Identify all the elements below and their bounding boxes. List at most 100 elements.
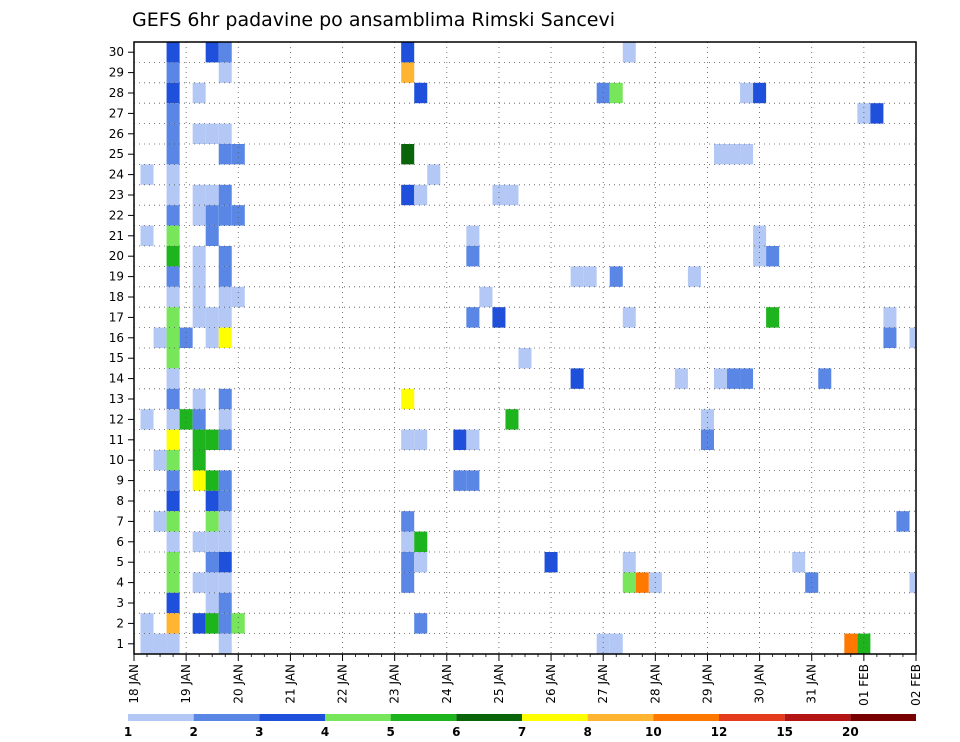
heatmap-cell: [218, 42, 232, 63]
heatmap-cell: [713, 368, 728, 389]
heatmap-cell: [166, 531, 180, 552]
heatmap-cell: [205, 592, 219, 614]
heatmap-cell: [857, 103, 871, 124]
x-tick-label: 18 JAN: [127, 664, 141, 704]
y-tick-label: 9: [116, 474, 124, 488]
heatmap-cell: [192, 286, 206, 308]
heatmap-cell: [192, 184, 206, 206]
x-tick-label: 31 JAN: [805, 664, 819, 704]
heatmap-cell: [753, 246, 767, 267]
heatmap-cell: [218, 470, 232, 491]
x-tick-label: 23 JAN: [388, 664, 402, 704]
heatmap-cell: [166, 246, 180, 267]
heatmap-cell: [192, 123, 206, 144]
heatmap-cell: [166, 572, 180, 593]
heatmap-cell: [218, 552, 232, 573]
heatmap-cell: [570, 266, 584, 287]
heatmap-cell: [166, 552, 180, 573]
heatmap-cell: [166, 450, 180, 471]
heatmap-cell: [166, 164, 180, 185]
heatmap-cell: [401, 511, 415, 532]
heatmap-cell: [466, 307, 480, 328]
heatmap-cell: [218, 388, 232, 410]
y-tick-label: 1: [116, 637, 124, 651]
heatmap-cell: [166, 62, 180, 83]
legend-swatch: [456, 714, 522, 721]
x-tick-label: 20 JAN: [231, 664, 245, 704]
y-tick-label: 11: [109, 433, 124, 447]
heatmap-cell: [205, 184, 219, 206]
x-tick-label: 28 JAN: [648, 664, 662, 704]
y-tick-label: 17: [109, 310, 124, 324]
y-tick-label: 24: [109, 168, 124, 182]
y-tick-label: 20: [109, 249, 124, 263]
heatmap-cell: [205, 205, 219, 226]
heatmap-cell: [401, 429, 415, 450]
heatmap-cell: [218, 572, 232, 593]
heatmap-cell: [727, 144, 741, 165]
heatmap-cell: [218, 266, 232, 287]
heatmap-cell: [218, 327, 232, 348]
heatmap-cell: [218, 62, 232, 83]
heatmap-cell: [453, 429, 467, 450]
legend-label: 1: [124, 725, 132, 739]
heatmap-cell: [192, 450, 206, 471]
heatmap-cell: [192, 429, 206, 450]
heatmap-cell: [609, 266, 623, 287]
heatmap-cell: [700, 409, 714, 430]
heatmap-cell: [674, 368, 688, 389]
heatmap-cell: [414, 429, 428, 450]
heatmap-cell: [453, 470, 467, 491]
y-tick-label: 21: [109, 229, 124, 243]
heatmap-cell: [740, 144, 754, 165]
heatmap-cell: [518, 348, 532, 369]
legend-label: 15: [776, 725, 793, 739]
heatmap-cell: [753, 225, 767, 246]
heatmap-cell: [218, 613, 232, 634]
heatmap-cell: [231, 205, 245, 226]
heatmap-cell: [179, 409, 193, 430]
legend-swatch: [193, 714, 260, 721]
heatmap-cell: [205, 490, 219, 512]
x-tick-label: 22 JAN: [336, 664, 350, 704]
legend-label: 20: [842, 725, 859, 739]
legend-label: 3: [255, 725, 263, 739]
heatmap-cell: [622, 572, 636, 593]
heatmap-cell: [153, 327, 167, 348]
heatmap-cell: [466, 225, 480, 246]
legend-swatch: [128, 714, 194, 721]
heatmap-cell: [166, 429, 180, 450]
heatmap-cell: [218, 490, 232, 512]
y-tick-label: 16: [109, 331, 124, 345]
heatmap-cell: [883, 327, 897, 348]
heatmap-cell: [414, 82, 428, 104]
heatmap-cell: [166, 388, 180, 410]
heatmap-cell: [596, 633, 610, 654]
x-tick-label: 21 JAN: [283, 664, 297, 704]
y-tick-label: 7: [116, 514, 124, 528]
heatmap-cell: [205, 123, 219, 144]
heatmap-cell: [205, 225, 219, 246]
y-tick-label: 22: [109, 208, 124, 222]
heatmap-cell: [166, 103, 180, 124]
heatmap-cell: [401, 62, 415, 83]
y-tick-label: 25: [109, 147, 124, 161]
heatmap-cell: [713, 144, 728, 165]
x-tick-label: 27 JAN: [596, 664, 610, 704]
heatmap-cell: [609, 82, 623, 104]
heatmap-cell: [140, 613, 154, 634]
heatmap-cell: [205, 572, 219, 593]
heatmap-cell: [401, 184, 415, 206]
x-tick-label: 02 FEB: [909, 664, 923, 706]
heatmap-cell: [427, 164, 441, 185]
heatmap-cell: [166, 184, 180, 206]
heatmap-cell: [727, 368, 741, 389]
heatmap-cell: [414, 613, 428, 634]
heatmap-cell: [505, 409, 519, 430]
chart-title: GEFS 6hr padavine po ansamblima Rimski S…: [132, 9, 615, 31]
heatmap-cell: [166, 348, 180, 369]
y-tick-label: 23: [109, 188, 124, 202]
heatmap-cell: [166, 490, 180, 512]
heatmap-cell: [896, 511, 910, 532]
heatmap-cell: [192, 388, 206, 410]
